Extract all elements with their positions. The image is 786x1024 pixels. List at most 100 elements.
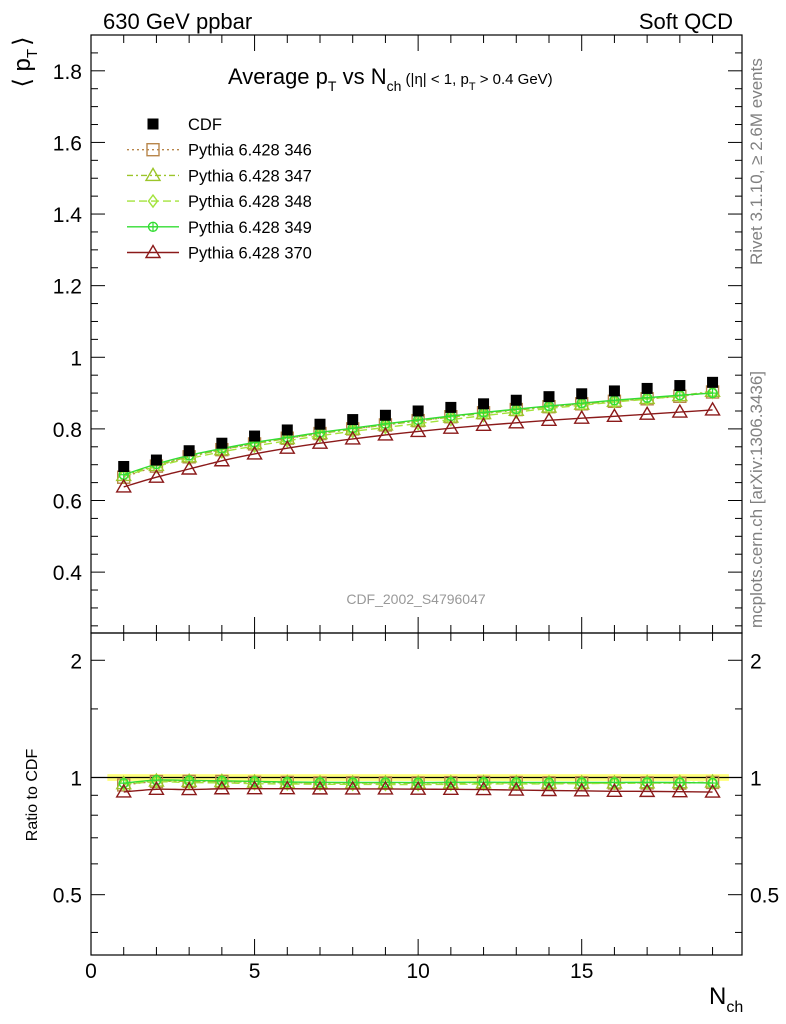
data-point-370 bbox=[638, 405, 656, 420]
data-point-CDF bbox=[379, 409, 391, 421]
ratio-line-370 bbox=[123, 787, 713, 793]
ratio-point-348 bbox=[641, 775, 653, 791]
data-point-348 bbox=[445, 412, 457, 427]
data-point-348 bbox=[478, 408, 489, 423]
header-right: Soft QCD bbox=[639, 9, 733, 34]
x-tick-label: 5 bbox=[249, 960, 261, 983]
ratio-point-348 bbox=[674, 775, 686, 791]
title-sub1: T bbox=[328, 78, 337, 94]
data-point-370 bbox=[115, 478, 132, 493]
ratio-y-tick-label: 2 bbox=[70, 650, 82, 673]
data-point-CDF bbox=[543, 391, 555, 403]
series-370 bbox=[115, 401, 721, 798]
data-point-CDF bbox=[216, 437, 228, 449]
data-point-CDF bbox=[445, 401, 457, 413]
legend-swatch-marker bbox=[144, 167, 162, 182]
title-tail1: (|η| < 1, p bbox=[401, 71, 468, 88]
data-point-348 bbox=[314, 428, 326, 443]
ratio-point-370 bbox=[442, 780, 460, 795]
legend-item-349: Pythia 6.428 349 bbox=[127, 219, 312, 237]
ratio-point-370 bbox=[148, 780, 165, 795]
data-point-CDF bbox=[150, 454, 162, 466]
data-point-CDF bbox=[608, 385, 620, 397]
ratio-point-370 bbox=[344, 780, 361, 795]
y-tick-label: 1.8 bbox=[53, 61, 82, 84]
data-point-348 bbox=[412, 416, 424, 431]
title-sub2: ch bbox=[387, 78, 402, 94]
ratio-point-370 bbox=[638, 782, 656, 798]
legend-item-370: Pythia 6.428 370 bbox=[127, 244, 312, 263]
data-point-370 bbox=[279, 439, 296, 454]
data-point-370 bbox=[442, 419, 460, 434]
title-tail2: > 0.4 GeV) bbox=[476, 71, 553, 88]
ratio-point-370 bbox=[213, 780, 231, 795]
data-point-370 bbox=[213, 452, 231, 467]
title-sub3: T bbox=[469, 81, 476, 93]
x-label-sub: ch bbox=[726, 999, 743, 1016]
data-point-CDF bbox=[249, 430, 261, 442]
series-CDF bbox=[118, 376, 719, 472]
chart-dynamic-layer: 0.4 0.6 0.8 1 1.2 1.4 1.6 1.8 0 5 10 15 0.5 0.5 1 1 2 2 CD… bbox=[53, 35, 779, 983]
header-left: 630 GeV ppbar bbox=[103, 9, 252, 34]
data-point-370 bbox=[344, 430, 361, 445]
data-point-CDF bbox=[314, 418, 326, 430]
ratio-y-tick-label: 0.5 bbox=[53, 885, 82, 908]
data-point-370 bbox=[311, 434, 329, 449]
data-point-370 bbox=[180, 460, 198, 475]
ratio-point-370 bbox=[671, 783, 689, 798]
series-349 bbox=[118, 387, 718, 789]
ratio-point-370 bbox=[409, 780, 427, 795]
data-point-CDF bbox=[478, 398, 490, 410]
legend-label: Pythia 6.428 348 bbox=[188, 193, 312, 211]
data-point-CDF bbox=[118, 460, 130, 472]
data-point-370 bbox=[573, 409, 590, 424]
data-point-370 bbox=[377, 426, 394, 441]
data-point-370 bbox=[246, 445, 263, 460]
title-mid: vs N bbox=[336, 64, 386, 89]
legend-label: Pythia 6.428 370 bbox=[188, 245, 312, 263]
x-tick-label: 15 bbox=[570, 960, 593, 983]
legend-item-347: Pythia 6.428 347 bbox=[127, 167, 312, 185]
top-ylabel-end: ⟩ bbox=[9, 37, 36, 46]
ratio-y-tick-label-right: 1 bbox=[750, 767, 762, 790]
data-point-370 bbox=[148, 468, 165, 483]
ratio-point-370 bbox=[180, 781, 198, 796]
y-tick-label: 1.6 bbox=[53, 132, 82, 155]
ratio-y-tick-label: 1 bbox=[70, 767, 82, 790]
ratio-ylabel: Ratio to CDF bbox=[24, 749, 41, 842]
data-point-370 bbox=[475, 416, 492, 432]
y-tick-label: 0.8 bbox=[53, 419, 82, 442]
data-point-CDF bbox=[576, 388, 588, 400]
data-point-370 bbox=[704, 401, 721, 416]
y-tick-label: 1 bbox=[70, 347, 82, 370]
data-point-CDF bbox=[183, 445, 195, 457]
y-tick-label: 1.4 bbox=[53, 204, 83, 227]
analysis-watermark: CDF_2002_S4796047 bbox=[346, 591, 486, 607]
data-point-CDF bbox=[347, 414, 359, 426]
data-point-348 bbox=[674, 388, 686, 404]
data-point-CDF bbox=[674, 380, 686, 392]
ratio-point-370 bbox=[475, 781, 492, 796]
top-ylabel: ⟨ pT ⟩ bbox=[9, 37, 41, 88]
series-line-370 bbox=[123, 409, 713, 488]
ratio-y-tick-label-right: 0.5 bbox=[750, 885, 779, 908]
data-point-370 bbox=[671, 403, 689, 418]
ratio-point-370 bbox=[115, 783, 132, 798]
side-label-version: Rivet 3.1.10, ≥ 2.6M events bbox=[747, 58, 766, 265]
ratio-point-370 bbox=[704, 783, 721, 798]
data-point-CDF bbox=[707, 376, 719, 388]
ratio-y-tick-label-right: 2 bbox=[750, 650, 762, 673]
ratio-point-348 bbox=[576, 776, 588, 791]
series-347 bbox=[115, 382, 721, 790]
data-point-370 bbox=[409, 423, 427, 438]
ratio-point-370 bbox=[573, 782, 590, 797]
data-point-348 bbox=[281, 433, 293, 448]
data-point-CDF bbox=[412, 405, 424, 417]
side-label-source: mcplots.cern.ch [arXiv:1306.3436] bbox=[747, 371, 766, 628]
legend-swatch-marker bbox=[147, 193, 159, 209]
chart-title: Average pT vs Nch (|η| < 1, pT > 0.4 GeV… bbox=[228, 64, 553, 94]
data-point-CDF bbox=[641, 382, 653, 394]
ratio-point-370 bbox=[246, 780, 263, 795]
y-tick-label: 1.2 bbox=[53, 276, 82, 299]
